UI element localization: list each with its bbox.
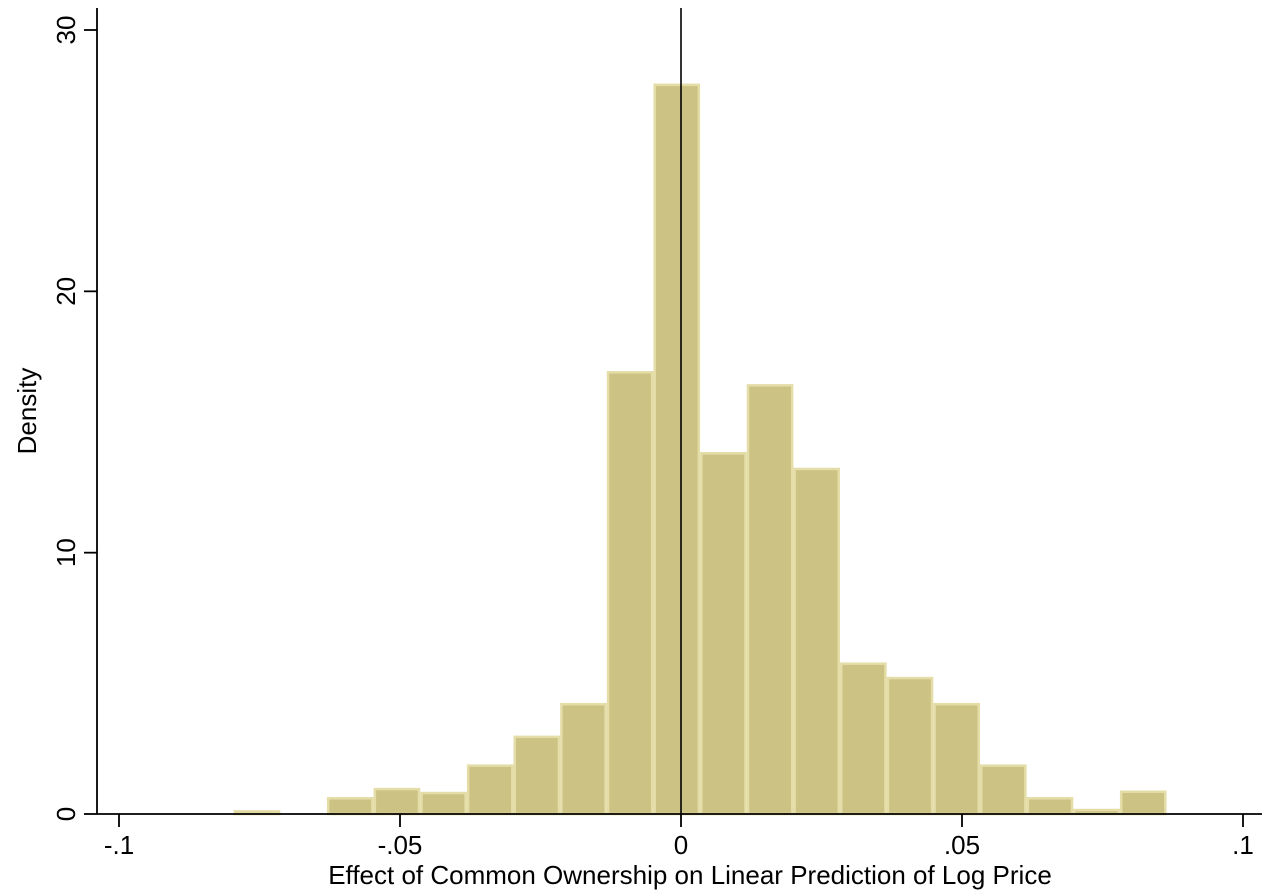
y-axis-title: Density (12, 368, 42, 455)
histogram-bar (653, 83, 701, 816)
histogram-bar (513, 735, 561, 816)
histogram-bar (1026, 797, 1074, 816)
histogram-bars (233, 83, 1167, 816)
x-tick-label: .05 (944, 830, 980, 860)
x-tick-label: .1 (1232, 830, 1254, 860)
y-tick-label: 30 (51, 16, 81, 45)
x-tick-label: -.05 (378, 830, 423, 860)
y-tick-label: 10 (51, 538, 81, 567)
histogram-bar (933, 702, 980, 816)
histogram-bar (606, 371, 654, 816)
histogram-bar (420, 791, 467, 816)
x-axis-ticks: -.1 -.05 0 .05 .1 (104, 814, 1254, 860)
x-tick-label: -.1 (104, 830, 134, 860)
histogram-bar (1119, 790, 1167, 816)
histogram-bar (979, 764, 1027, 816)
x-axis-title: Effect of Common Ownership on Linear Pre… (328, 860, 1052, 890)
histogram-bar (466, 764, 514, 816)
y-tick-label: 20 (51, 277, 81, 306)
histogram-bar (373, 787, 421, 816)
axes (96, 8, 1262, 815)
histogram-bar (326, 797, 374, 816)
y-tick-label: 0 (51, 807, 81, 821)
histogram-bar (560, 702, 607, 816)
x-tick-label: 0 (674, 830, 688, 860)
histogram-bar (700, 452, 747, 816)
histogram-bar (886, 676, 934, 816)
histogram-bar (746, 384, 794, 816)
histogram-bar (793, 467, 841, 816)
histogram-bar (840, 662, 887, 816)
y-axis-ticks: 0 10 20 30 (51, 16, 97, 821)
